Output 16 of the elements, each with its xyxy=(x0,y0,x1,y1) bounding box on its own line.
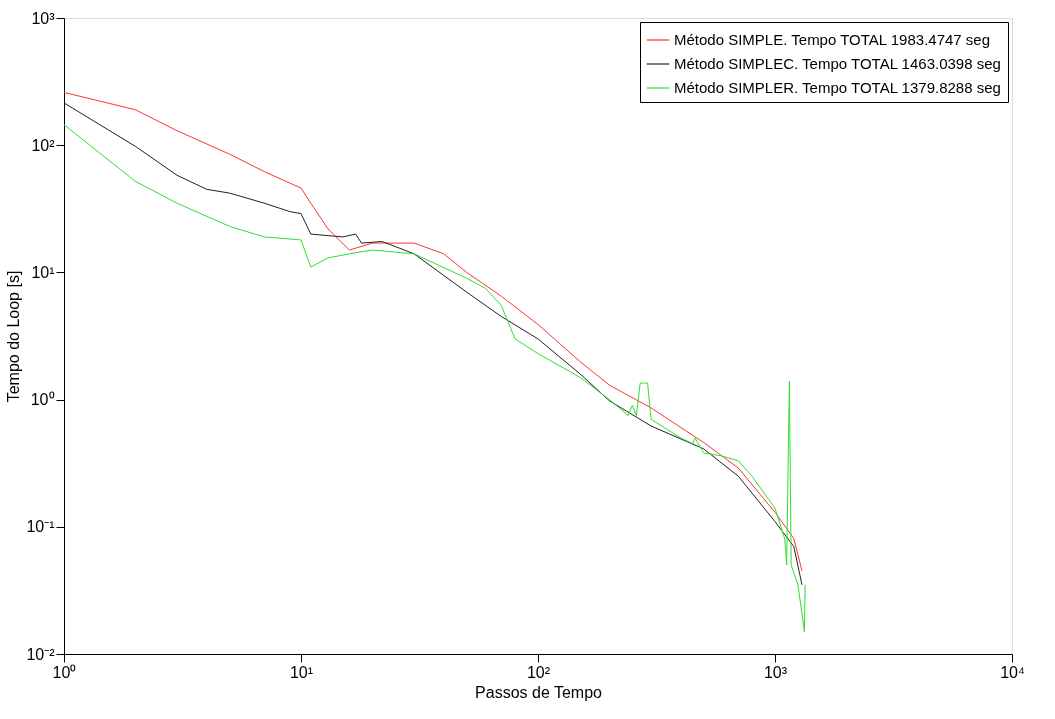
y-tick-label: 10⁻² xyxy=(26,645,56,663)
x-tick-label: 10¹ xyxy=(289,663,314,681)
legend-label: Método SIMPLER. Tempo TOTAL 1379.8288 seg xyxy=(674,79,1001,96)
x-tick-label: 10² xyxy=(526,663,551,681)
y-tick-label: 10¹ xyxy=(31,263,55,281)
y-tick-label: 10² xyxy=(31,136,56,154)
y-tick-label: 10⁻¹ xyxy=(26,518,55,536)
legend-label: Método SIMPLE. Tempo TOTAL 1983.4747 seg xyxy=(674,31,991,48)
x-tick-label: 10⁴ xyxy=(1000,663,1025,681)
x-axis-title: Passos de Tempo xyxy=(475,683,603,701)
x-tick-label: 10³ xyxy=(763,663,788,681)
y-axis-title: Tempo do Loop [s] xyxy=(5,270,23,403)
y-tick-label: 10³ xyxy=(31,9,56,27)
legend-label: Método SIMPLEC. Tempo TOTAL 1463.0398 seg xyxy=(674,55,1001,72)
x-tick-label: 10⁰ xyxy=(52,663,77,681)
y-tick-label: 10⁰ xyxy=(30,391,55,409)
